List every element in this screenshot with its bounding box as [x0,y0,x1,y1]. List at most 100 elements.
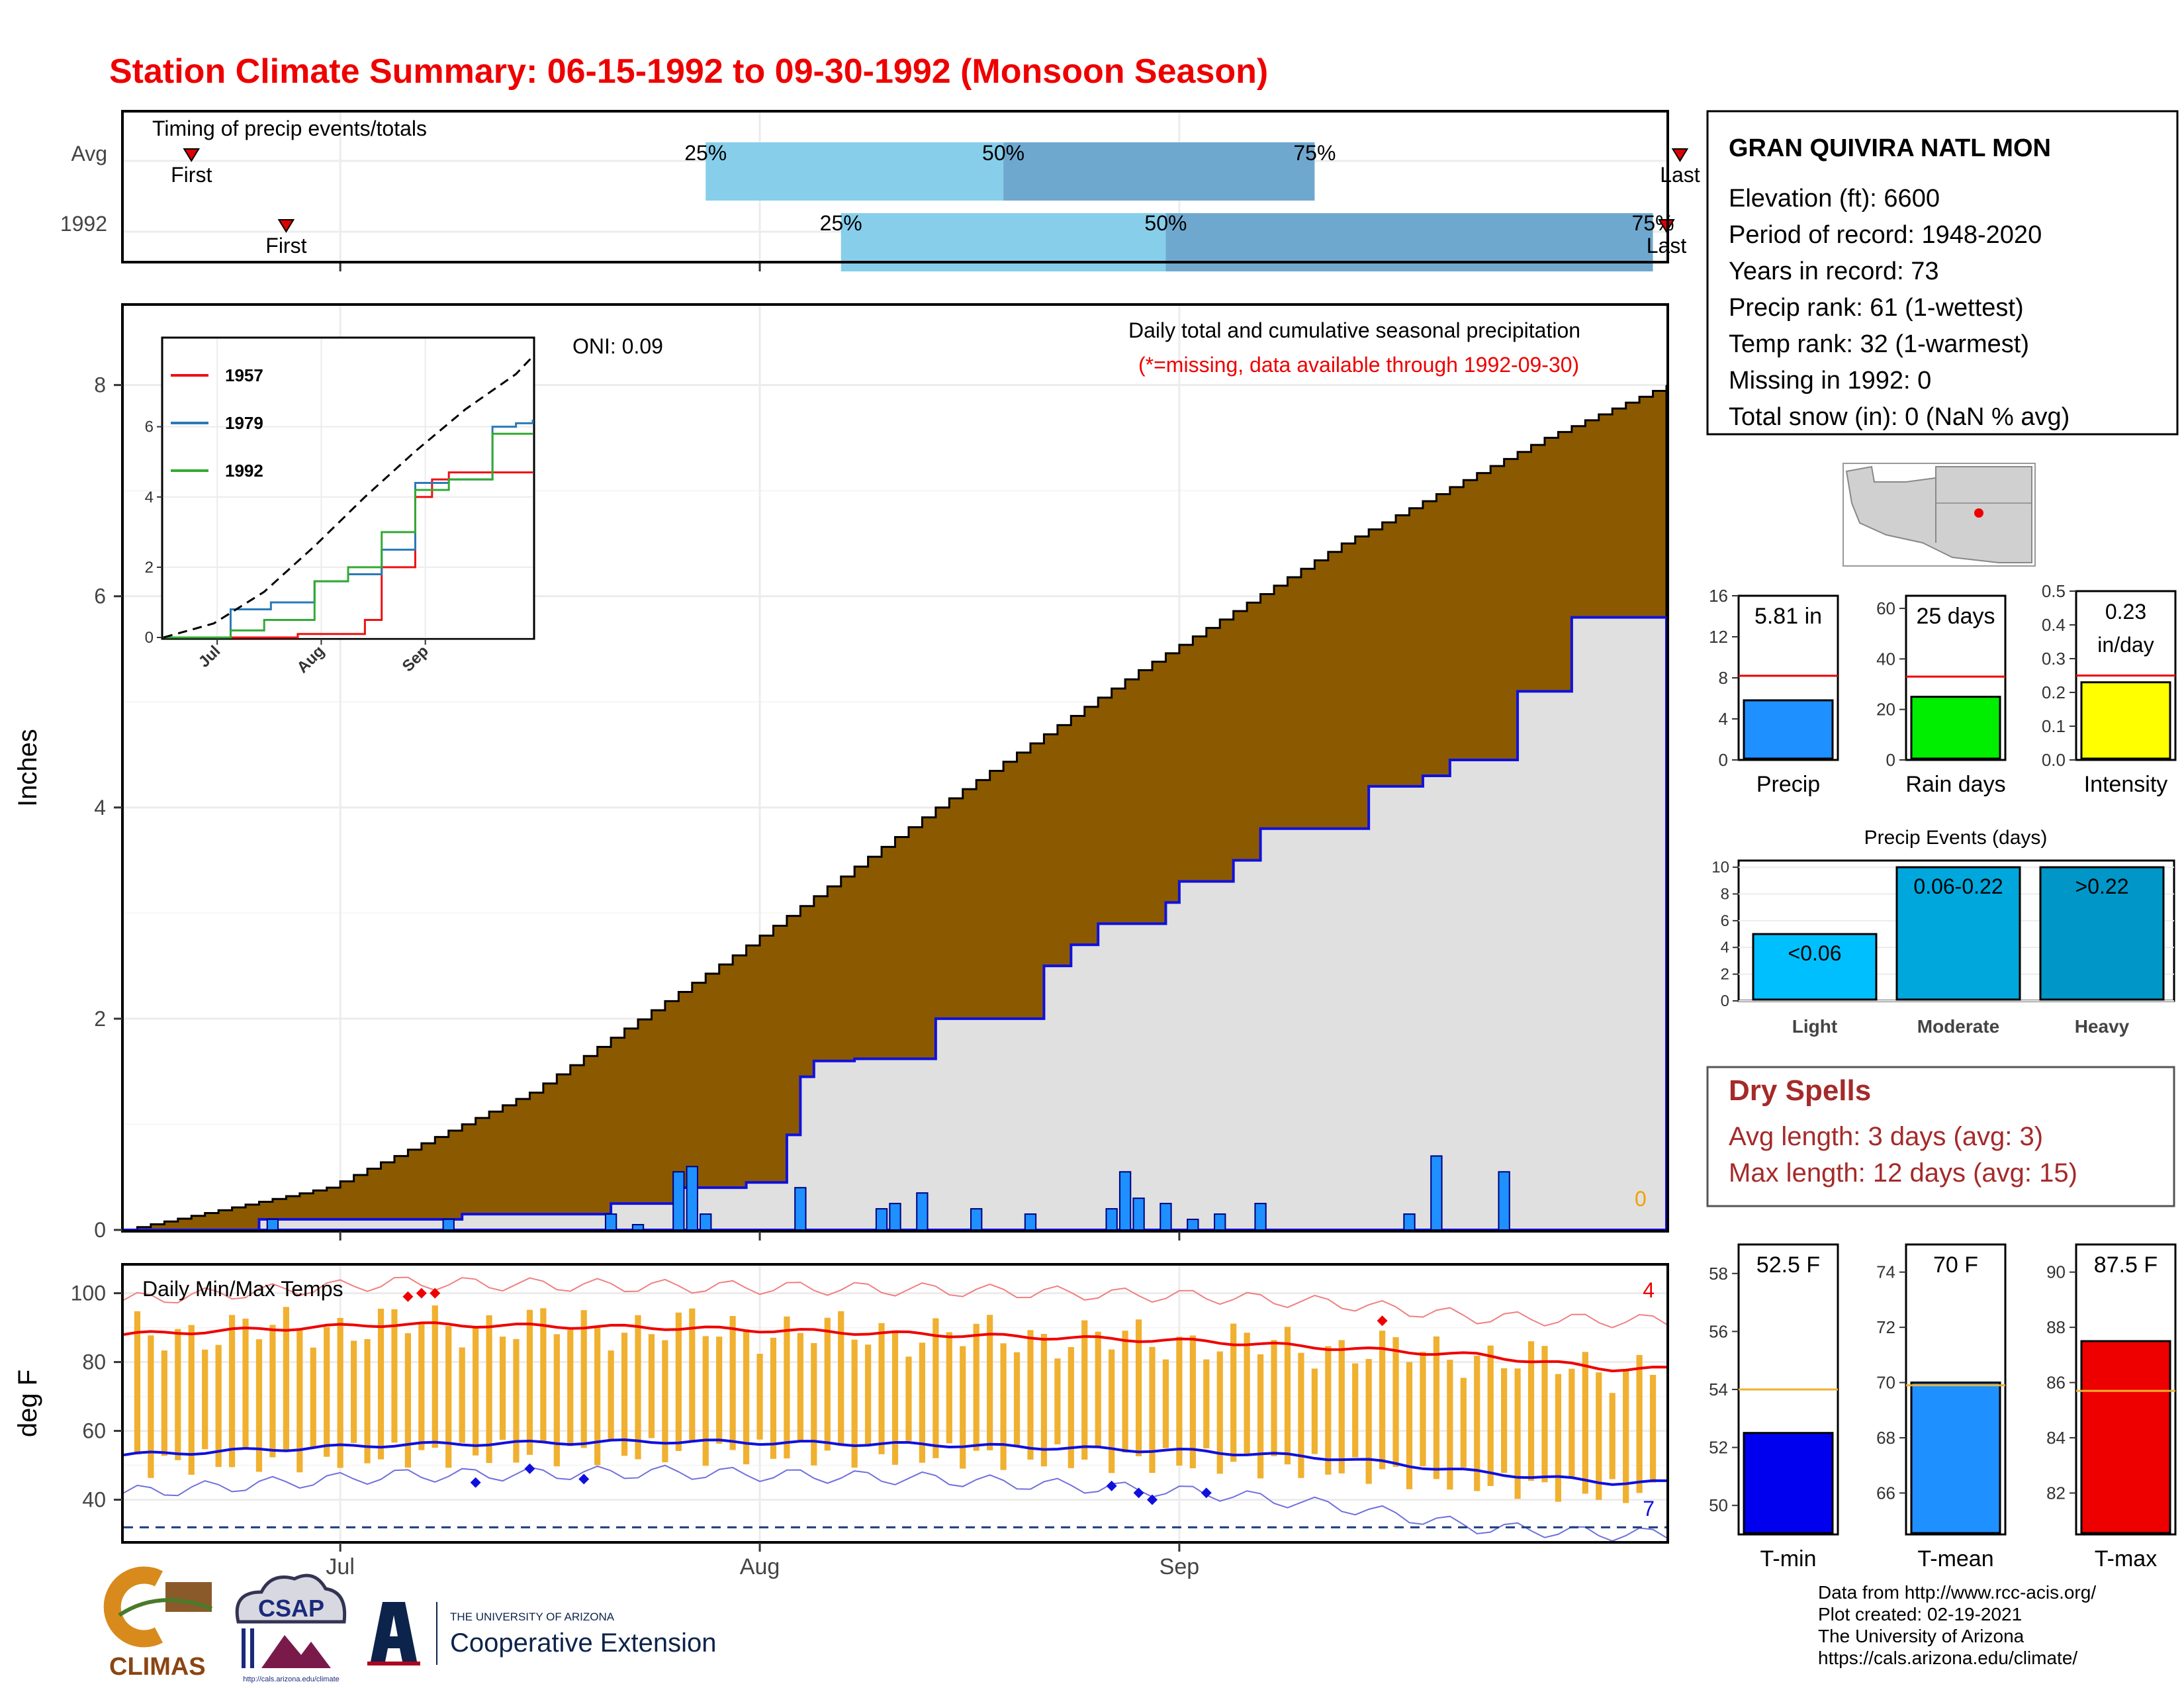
station-temp-rank: Temp rank: 32 (1-warmest) [1729,330,2029,358]
precip-events-value-label: 0.06-0.22 [1913,874,2003,898]
daily-temp-bar [255,1339,263,1472]
daily-temp-bar [1271,1340,1277,1456]
ua-large-text: Cooperative Extension [450,1628,716,1658]
t-min-category-label: T-min [1760,1546,1817,1571]
csap-logo-url: http://cals.arizona.edu/climate [243,1675,340,1683]
daily-temp-bar [351,1340,357,1443]
record-low-count: 7 [1643,1497,1655,1521]
daily-temp-bar [432,1305,438,1448]
daily-precip-bar [1118,1171,1132,1231]
precip-events-panel: Precip Events (days) 0 2 4 6 8 10 <0.06 Light 0.… [1711,827,2175,1037]
daily-temp-bar [1095,1331,1101,1448]
avg-low-line [123,1438,1667,1486]
locator-map [1843,463,2036,567]
daily-temp-bar [148,1335,154,1478]
precip-events-bar [2039,866,2165,1001]
csap-bar-2 [250,1628,254,1668]
daily-temp-bar [973,1323,979,1451]
rain-days-y-tick-label: 0 [1886,750,1895,770]
daily-temp-bar [716,1336,723,1444]
daily-temp-bar [1135,1319,1142,1456]
daily-temp-bar [553,1334,560,1467]
daily-temp-bar [1352,1363,1359,1458]
credit-plot-created: Plot created: 02-19-2021 [1818,1604,2022,1624]
intensity-bar [2080,681,2171,760]
precip-total-y-tick-label: 12 [1709,627,1728,647]
precip-y-tick-label: 8 [94,373,106,397]
daily-temp-bar [933,1318,939,1458]
timing-quartile-label: 25% [684,141,727,165]
timing-quartile-label: 75% [1293,141,1336,165]
daily-temp-bar [175,1329,181,1460]
precip-y-tick-label: 6 [94,585,106,608]
t-max-value-label: 87.5 F [2094,1252,2158,1278]
inset-y-tick-label: 2 [145,559,154,577]
record-low-line [123,1464,1667,1542]
climas-logo-text: CLIMAS [109,1653,206,1681]
daily-temp-bar [1109,1349,1115,1474]
t-max-category-label: T-max [2095,1546,2157,1571]
daily-temp-bar [473,1328,479,1456]
station-years: Years in record: 73 [1729,258,1939,285]
daily-temp-bar [1447,1360,1453,1490]
map-states-shape [1845,465,2032,563]
rain-days-bar [1910,696,2001,760]
daily-temp-bar [1420,1352,1426,1467]
daily-temp-bar [1176,1336,1183,1466]
current-cumulative-area [124,616,1668,1231]
daily-temp-bar [1649,1374,1657,1483]
daily-temp-bar [1582,1352,1588,1494]
daily-precip-bar [672,1171,685,1231]
daily-temp-bar [1596,1372,1602,1500]
daily-temp-bar [486,1315,492,1464]
daily-temp-bar [891,1331,899,1465]
daily-precip-bar [442,1219,455,1231]
precip-panel: 0 2 4 6 8 Daily total and cumulative seasona… [13,303,1669,1242]
station-period: Period of record: 1948-2020 [1729,221,2042,249]
daily-temp-bar [215,1344,222,1468]
precip-frame [121,303,1669,1233]
t-mean-y-tick-label: 68 [1876,1428,1895,1448]
timing-row-label-year: 1992 [60,212,107,236]
rain-days-y-tick-label: 20 [1876,700,1895,720]
precip-y-tick-label: 0 [94,1218,106,1242]
timing-quartile-label: 50% [982,141,1024,165]
precip-events-value-label: >0.22 [2075,874,2129,898]
t-mean-y-tick-label: 66 [1876,1483,1895,1503]
inset-avg-line [163,355,534,639]
daily-temp-bar [1068,1347,1074,1468]
dry-spells-box: Dry Spells Avg length: 3 days (avg: 3) M… [1706,1066,2175,1207]
daily-temp-bar [987,1315,993,1450]
daily-precip-bar [1132,1197,1145,1231]
station-snow: Total snow (in): 0 (NaN % avg) [1729,403,2070,431]
precip-events-value-label: <0.06 [1788,941,1842,965]
t-min-y-tick-label: 58 [1709,1264,1728,1284]
station-location-dot [1974,508,1983,518]
daily-temp-bar [960,1346,966,1469]
daily-precip-bar [1187,1219,1199,1231]
daily-temp-bar [1623,1371,1629,1503]
temp-x-tick-label: Jul [326,1554,354,1579]
t-mean-value-label: 70 F [1933,1252,1978,1278]
precip-summary-panels: 0 4 8 12 16 5.81 in Precip 0 20 40 60 25 days Rain d… [1709,581,2177,797]
intensity-y-tick-label: 0.1 [2042,716,2066,736]
precip-total-category-label: Precip [1756,772,1820,797]
daily-temp-bar [1325,1346,1332,1475]
inset-legend-label: 1957 [225,365,263,385]
climas-sun-shape [103,1566,163,1648]
timing-bar-q25-q50 [705,142,1004,201]
daily-temp-bar [377,1308,385,1460]
timing-quartile-label: 25% [820,211,862,235]
inset-legend-label: 1992 [225,461,263,481]
timing-last-label: Last [1660,163,1700,187]
station-name: GRAN QUIVIRA NATL MON [1729,134,2051,162]
daily-temp-bar [608,1350,614,1440]
daily-temp-bar [269,1325,276,1458]
credit-data-source: Data from http://www.rcc-acis.org/ [1818,1582,2096,1603]
daily-temp-bar [702,1336,709,1466]
daily-temp-bar [1298,1352,1304,1478]
csap-mountain-shape [261,1635,331,1668]
timing-frame [121,110,1669,263]
daily-precip-bar [916,1192,929,1231]
